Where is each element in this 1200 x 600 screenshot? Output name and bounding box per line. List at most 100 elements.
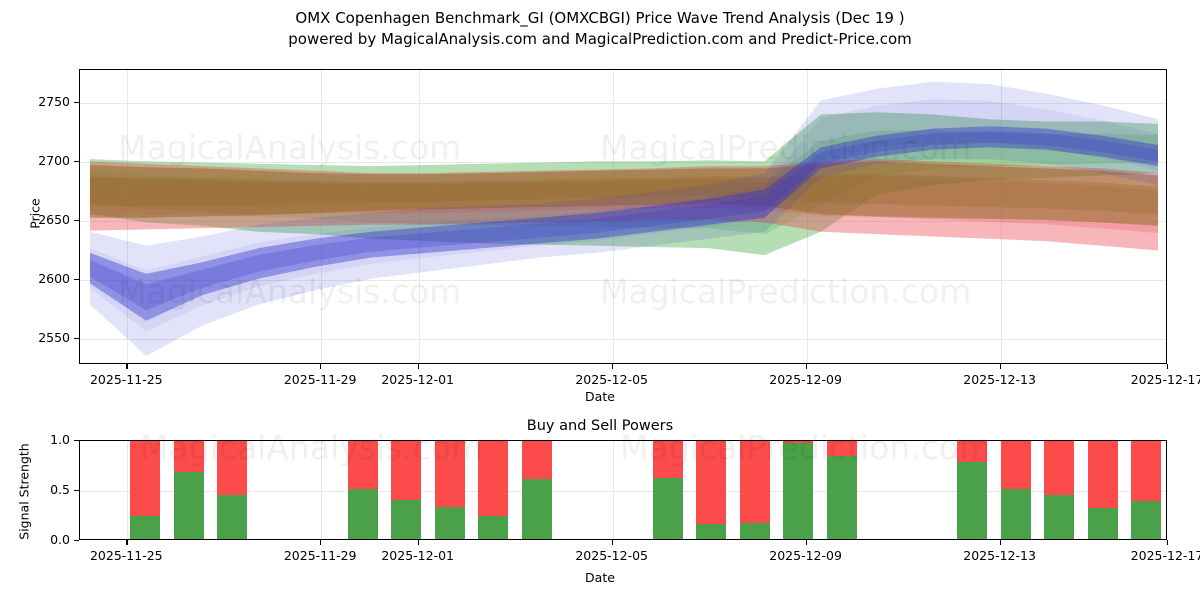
power-bar[interactable]: [1000, 441, 1031, 539]
power-bar[interactable]: [652, 441, 683, 539]
power-bar[interactable]: [1087, 441, 1118, 539]
chart-subtitle-line2: powered by MagicalAnalysis.com and Magic…: [288, 30, 912, 48]
x-tick-label: 2025-12-13: [963, 372, 1036, 387]
power-bar[interactable]: [696, 441, 726, 539]
buy-power-segment: [783, 443, 814, 539]
x-tick-label: 2025-12-09: [769, 372, 842, 387]
x-tick-mark: [999, 364, 1001, 369]
x-tick-mark: [611, 540, 613, 545]
power-bar[interactable]: [173, 441, 204, 539]
buy-power-segment: [217, 495, 248, 539]
buy-power-segment: [1000, 489, 1031, 539]
sell-power-segment: [1044, 441, 1075, 495]
x-tick-label: 2025-11-25: [89, 548, 163, 563]
gridline: [80, 162, 1166, 163]
sell-power-segment: [347, 441, 378, 489]
chart-title-line1: OMX Copenhagen Benchmark_GI (OMXCBGI) Pr…: [295, 9, 905, 27]
wave-band-blue-wave-band: [89, 126, 1159, 321]
power-bar[interactable]: [478, 441, 509, 539]
x-tick-mark: [417, 364, 419, 369]
buy-power-segment: [696, 523, 726, 539]
sell-power-segment: [217, 441, 248, 495]
buy-power-segment: [434, 507, 465, 539]
wave-band-inner-blue-wave-band: [89, 130, 1159, 311]
x-tick-mark: [1167, 364, 1169, 369]
x-tick-label: 2025-12-17: [1130, 548, 1200, 563]
sell-power-segment: [652, 441, 683, 478]
buy-power-segment: [1044, 495, 1075, 539]
sell-power-segment: [434, 441, 465, 507]
gridline: [321, 70, 323, 363]
buy-power-segment: [391, 500, 422, 539]
gridline: [80, 280, 1166, 281]
y-tick-label: 2750: [38, 94, 70, 109]
x-tick-label: 2025-12-13: [963, 548, 1036, 563]
y-tick-mark: [74, 161, 79, 163]
sell-power-segment: [478, 441, 509, 516]
y-tick-mark: [74, 490, 79, 492]
power-bar[interactable]: [522, 441, 552, 539]
buy-power-segment: [652, 478, 683, 539]
power-bar[interactable]: [826, 441, 857, 539]
wave-band-brown-trend-band: [89, 161, 1159, 226]
buy-power-segment: [173, 472, 204, 539]
power-bar[interactable]: [434, 441, 465, 539]
sell-power-segment: [1000, 441, 1031, 489]
x-tick-label: 2025-11-29: [283, 372, 357, 387]
sell-power-segment: [130, 441, 161, 516]
y-tick-mark: [74, 338, 79, 340]
gridline: [612, 70, 614, 363]
power-bar[interactable]: [347, 441, 378, 539]
sell-power-segment: [957, 441, 988, 462]
x-tick-mark: [805, 364, 807, 369]
gridline: [80, 221, 1166, 222]
x-tick-mark: [320, 540, 322, 545]
buy-power-segment: [347, 489, 378, 539]
y-tick-mark: [74, 279, 79, 281]
power-bar[interactable]: [217, 441, 248, 539]
x-tick-mark: [1167, 540, 1169, 545]
x-tick-label: 2025-12-01: [381, 548, 455, 563]
power-bar[interactable]: [130, 441, 161, 539]
buy-sell-powers-plot: [79, 440, 1167, 540]
chart-title: OMX Copenhagen Benchmark_GI (OMXCBGI) Pr…: [0, 8, 1200, 50]
x-tick-label: 2025-12-09: [769, 548, 842, 563]
buy-power-segment: [826, 456, 857, 539]
y-tick-mark: [74, 440, 79, 442]
x-tick-label: 2025-12-05: [575, 372, 649, 387]
power-bar[interactable]: [783, 441, 814, 539]
sell-power-segment: [696, 441, 726, 524]
x-tick-mark: [320, 364, 322, 369]
price-x-axis-label: Date: [585, 389, 615, 404]
price-wave-plot: [79, 69, 1167, 364]
x-tick-mark: [417, 540, 419, 545]
x-tick-mark: [611, 364, 613, 369]
y-tick-mark: [74, 540, 79, 542]
sell-power-segment: [739, 441, 770, 523]
x-tick-mark: [126, 364, 128, 369]
power-bar[interactable]: [739, 441, 770, 539]
y-tick-label: 2600: [38, 271, 70, 286]
power-bar[interactable]: [1044, 441, 1075, 539]
sell-power-segment: [1131, 441, 1162, 501]
y-tick-label: 2550: [38, 330, 70, 345]
power-plot-title: Buy and Sell Powers: [526, 418, 674, 434]
gridline: [612, 441, 614, 539]
wave-band-blue-outer-band: [89, 81, 1159, 356]
y-tick-label: 2650: [38, 212, 70, 227]
power-bar[interactable]: [391, 441, 422, 539]
buy-power-segment: [739, 522, 770, 539]
x-tick-label: 2025-11-29: [283, 548, 357, 563]
power-bar[interactable]: [1131, 441, 1162, 539]
wave-band-inner-brown-trend-band: [89, 173, 1159, 215]
gridline: [418, 70, 420, 363]
buy-power-segment: [130, 516, 161, 539]
sell-power-segment: [1087, 441, 1118, 508]
buy-power-segment: [1087, 508, 1118, 539]
sell-power-segment: [522, 441, 552, 479]
buy-power-segment: [957, 462, 988, 539]
x-tick-mark: [999, 540, 1001, 545]
wave-band-inner-blue-outer-band: [89, 99, 1159, 332]
power-bar[interactable]: [957, 441, 988, 539]
